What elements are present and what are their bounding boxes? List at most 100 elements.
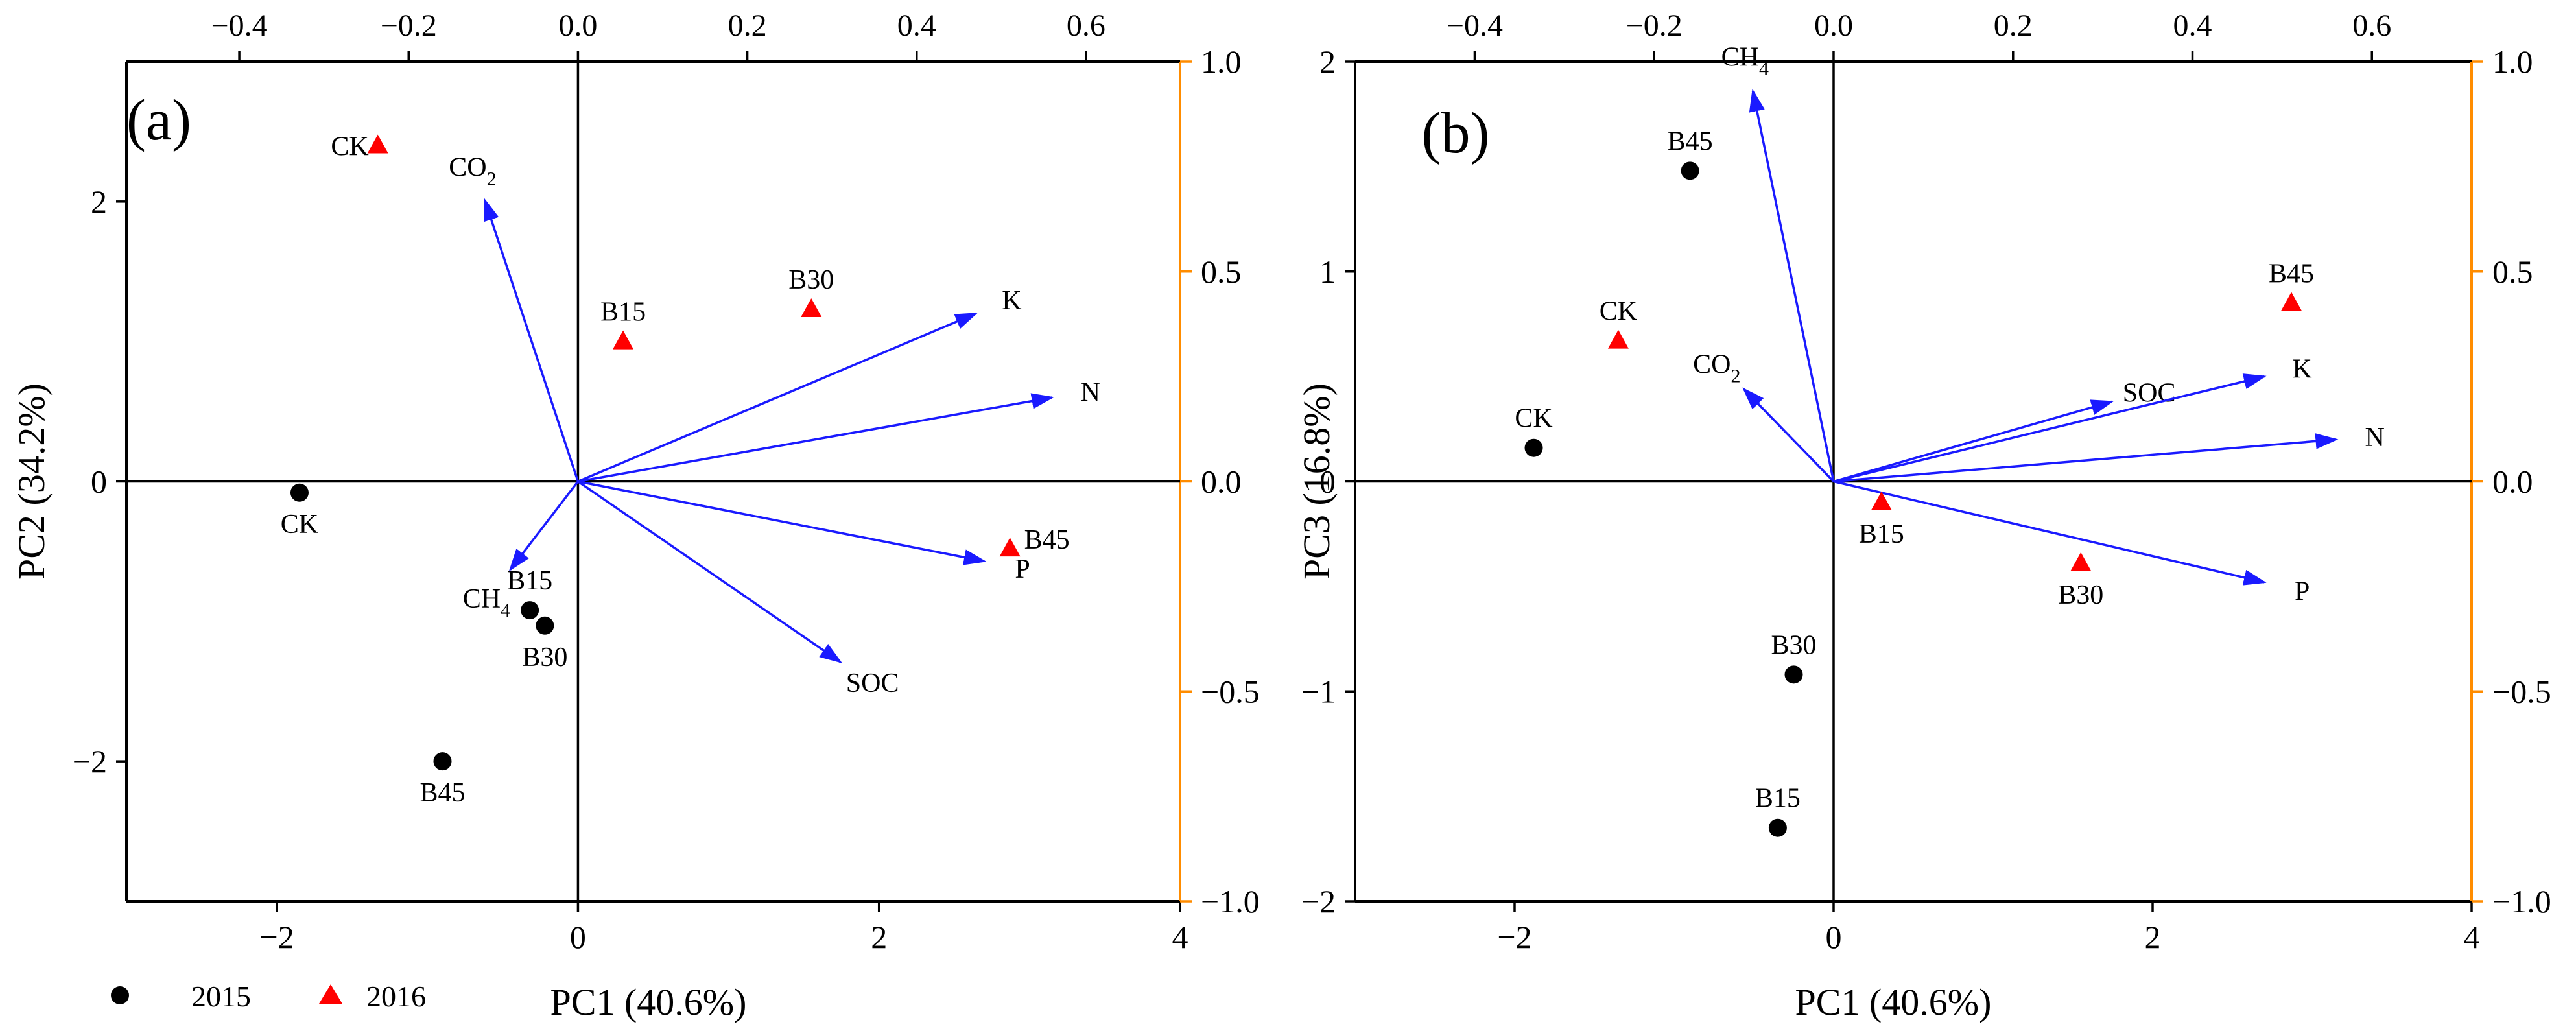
point-2016 xyxy=(367,134,388,154)
top-tick-label: 0.6 xyxy=(1067,8,1105,43)
x-tick-label: −2 xyxy=(260,919,294,955)
right-tick-label: 1.0 xyxy=(2492,43,2533,80)
legend-marker-2016 xyxy=(319,984,342,1004)
loading-label: SOC xyxy=(2123,378,2176,408)
y-tick-label: −2 xyxy=(73,743,107,779)
loading-label: N xyxy=(2365,423,2385,453)
top-tick-label: 0.4 xyxy=(897,8,936,43)
point-2016 xyxy=(1607,329,1629,349)
y-tick-label: −1 xyxy=(1301,673,1336,709)
point-label: B15 xyxy=(1755,784,1801,814)
point-2016 xyxy=(2281,292,2302,311)
x-tick-label: 0 xyxy=(1826,919,1842,955)
point-2015 xyxy=(1681,161,1699,180)
loading-arrow xyxy=(1833,433,2339,483)
point-label: B30 xyxy=(2058,580,2103,610)
x-tick-label: 2 xyxy=(871,919,887,955)
year-legend: 2015 2016 xyxy=(111,980,426,1013)
point-label: B45 xyxy=(419,778,465,808)
y-tick-label: 1 xyxy=(1319,254,1336,290)
right-tick-label: 0.0 xyxy=(1201,464,1242,500)
panel-label: (b) xyxy=(1422,101,1490,165)
point-label: B30 xyxy=(522,643,567,672)
panel-label: (a) xyxy=(126,88,191,152)
loading-arrow xyxy=(484,198,580,482)
loading-arrow xyxy=(1742,387,1835,482)
legend-label-2016: 2016 xyxy=(366,980,426,1013)
loading-label: CO2 xyxy=(1693,350,1740,387)
loading-label: N xyxy=(1081,377,1100,407)
loading-arrow xyxy=(1749,88,1835,482)
x-tick-label: 2 xyxy=(2145,919,2161,955)
point-label: CK xyxy=(281,510,318,539)
loading-arrow xyxy=(577,312,978,483)
top-tick-label: −0.2 xyxy=(1626,8,1683,43)
point-2015 xyxy=(1768,818,1787,837)
point-2015 xyxy=(433,752,452,771)
right-tick-label: −1.0 xyxy=(1201,883,1260,919)
point-label: B45 xyxy=(2269,259,2314,289)
top-tick-label: −0.4 xyxy=(211,8,268,43)
right-tick-label: 0.5 xyxy=(1201,254,1242,290)
top-tick-label: 0.4 xyxy=(2173,8,2212,43)
point-2016 xyxy=(801,298,822,318)
x-tick-label: 0 xyxy=(570,919,586,955)
y-tick-label: −2 xyxy=(1301,883,1336,919)
loading-label: CO2 xyxy=(449,152,496,189)
loading-arrow xyxy=(508,480,579,572)
point-label: B15 xyxy=(600,298,646,327)
right-tick-label: −1.0 xyxy=(2492,883,2551,919)
loading-label: SOC xyxy=(846,669,899,698)
loading-arrow xyxy=(1833,480,2267,586)
loading-arrow xyxy=(1833,373,2267,483)
point-2015 xyxy=(1784,665,1803,684)
point-label: B30 xyxy=(788,265,834,295)
loading-label: CH4 xyxy=(1721,42,1769,79)
point-label: B30 xyxy=(1771,630,1816,660)
right-tick-label: −0.5 xyxy=(1201,673,1260,709)
point-label: B45 xyxy=(1668,126,1713,156)
loading-arrow xyxy=(578,393,1055,483)
loading-arrow xyxy=(577,480,843,663)
x-tick-label: −2 xyxy=(1497,919,1531,955)
loading-arrow xyxy=(578,480,987,565)
point-label: CK xyxy=(1600,297,1637,327)
point-label: CK xyxy=(1515,404,1552,434)
top-tick-label: 0.0 xyxy=(558,8,597,43)
top-tick-label: 0.2 xyxy=(1994,8,2033,43)
y-tick-label: 0 xyxy=(1319,464,1336,500)
y-tick-label: 0 xyxy=(91,464,107,500)
biplot-panel-a: −2 0 2 4 −2 0 2 −0.4 −0.2 0.0 0.2 0.4 0.6 −1.0 −0.5 0.0… xyxy=(10,8,1260,1023)
point-2015 xyxy=(536,616,554,635)
right-tick-label: −0.5 xyxy=(2492,673,2551,709)
x-axis-label: PC1 (40.6%) xyxy=(550,981,747,1023)
y-axis-label: PC3 (16.8%) xyxy=(1295,383,1338,580)
point-2016 xyxy=(1871,491,1892,510)
y-tick-label: 2 xyxy=(91,184,107,220)
top-tick-label: −0.4 xyxy=(1447,8,1503,43)
right-tick-label: 0.0 xyxy=(2492,464,2533,500)
biplot-panel-b: −2 0 2 4 −2 −1 0 1 2 −0.4 −0.2 0.0 0.2 0.4 0.6 −1.0 −0.5… xyxy=(1295,8,2551,1023)
top-tick-label: 0.2 xyxy=(728,8,767,43)
point-2015 xyxy=(1524,438,1543,457)
point-2016 xyxy=(613,330,634,350)
loading-label: K xyxy=(2292,355,2311,385)
y-axis-label: PC2 (34.2%) xyxy=(10,383,53,580)
top-tick-label: −0.2 xyxy=(381,8,437,43)
right-tick-label: 0.5 xyxy=(2492,254,2533,290)
top-tick-label: 0.0 xyxy=(1814,8,1853,43)
point-label: CK xyxy=(331,132,368,162)
loading-label: CH4 xyxy=(463,584,510,621)
point-2016 xyxy=(999,538,1021,557)
point-label: B15 xyxy=(507,566,552,596)
legend-marker-2015 xyxy=(111,986,129,1004)
loading-label: P xyxy=(1015,554,1030,584)
loading-label: K xyxy=(1002,286,1021,316)
point-2015 xyxy=(290,483,309,502)
right-tick-label: 1.0 xyxy=(1201,43,1242,80)
point-2015 xyxy=(521,601,539,620)
point-label: B45 xyxy=(1024,525,1070,555)
top-tick-label: 0.6 xyxy=(2352,8,2391,43)
y-tick-label: 2 xyxy=(1319,43,1336,80)
